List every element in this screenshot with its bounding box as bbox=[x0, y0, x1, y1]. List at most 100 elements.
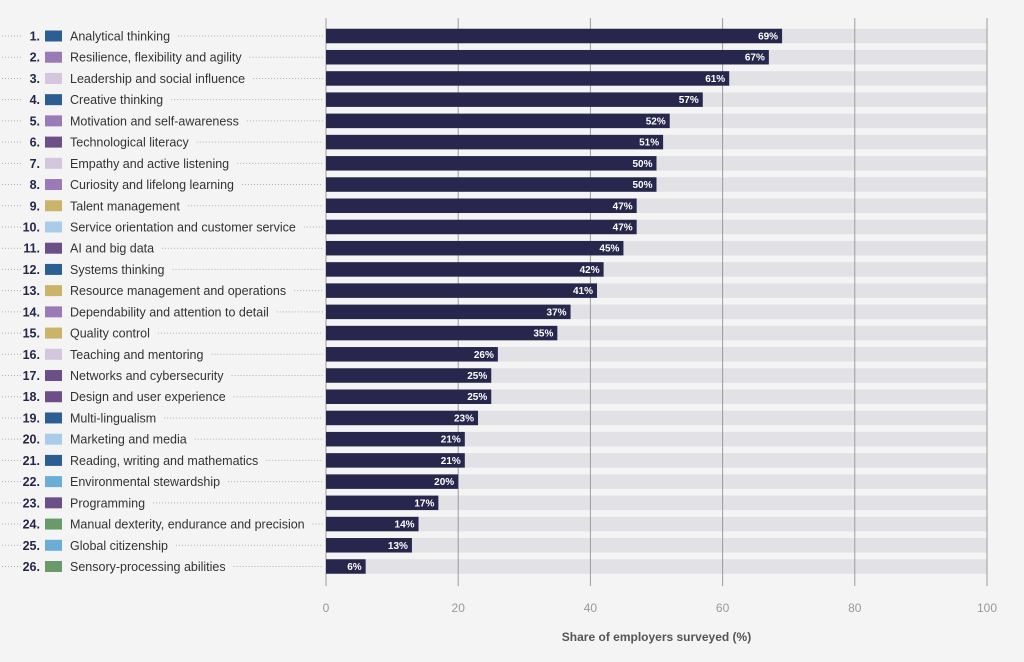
data-label: 50% bbox=[632, 180, 652, 191]
data-label: 13% bbox=[388, 541, 408, 552]
bar bbox=[326, 240, 624, 256]
bar bbox=[326, 71, 730, 86]
category-label: Reading, writing and mathematics bbox=[70, 454, 258, 468]
category-label: Technological literacy bbox=[70, 136, 190, 150]
category-swatch bbox=[45, 454, 62, 466]
category-swatch bbox=[45, 285, 62, 297]
category-swatch bbox=[45, 221, 62, 233]
bar bbox=[326, 92, 703, 107]
category-label: Empathy and active listening bbox=[70, 157, 229, 171]
rank-number: 13. bbox=[23, 284, 40, 298]
category-swatch bbox=[45, 157, 62, 169]
bar bbox=[326, 559, 366, 574]
bar bbox=[326, 538, 412, 553]
category-label: Environmental stewardship bbox=[70, 475, 220, 489]
rank-number: 21. bbox=[23, 454, 40, 468]
category-label: AI and big data bbox=[70, 242, 154, 256]
data-label: 41% bbox=[573, 286, 593, 297]
category-label: Curiosity and lifelong learning bbox=[70, 178, 234, 192]
category-swatch bbox=[45, 327, 62, 339]
data-label: 17% bbox=[414, 498, 434, 509]
bar bbox=[326, 134, 664, 150]
bar bbox=[326, 177, 657, 192]
category-swatch bbox=[45, 94, 62, 106]
bar-tracks bbox=[326, 28, 987, 574]
x-tick-label: 80 bbox=[848, 601, 862, 615]
category-label: Resource management and operations bbox=[70, 284, 286, 298]
category-label: Dependability and attention to detail bbox=[70, 305, 269, 319]
bar bbox=[326, 325, 558, 341]
category-swatch bbox=[45, 136, 62, 148]
rank-number: 15. bbox=[23, 327, 40, 341]
category-label: Multi-lingualism bbox=[70, 411, 156, 425]
category-label: Motivation and self-awareness bbox=[70, 114, 239, 128]
rank-number: 23. bbox=[23, 496, 40, 510]
category-swatch bbox=[45, 306, 62, 318]
data-label: 51% bbox=[639, 138, 659, 149]
rank-number: 5. bbox=[30, 114, 40, 128]
x-tick-label: 20 bbox=[452, 601, 466, 615]
bar bbox=[326, 495, 439, 511]
category-label: Analytical thinking bbox=[70, 30, 170, 44]
category-swatch bbox=[45, 518, 62, 530]
category-label: Talent management bbox=[70, 199, 180, 213]
category-label: Sensory-processing abilities bbox=[70, 560, 226, 574]
rank-number: 24. bbox=[23, 518, 40, 532]
data-label: 45% bbox=[599, 244, 619, 255]
bar-track bbox=[326, 453, 987, 468]
bar bbox=[326, 28, 783, 44]
category-swatch bbox=[45, 476, 62, 488]
category-label: Design and user experience bbox=[70, 390, 226, 404]
bar bbox=[326, 262, 604, 277]
category-swatch bbox=[45, 433, 62, 445]
bar bbox=[326, 347, 498, 362]
data-label: 20% bbox=[434, 477, 454, 488]
bar bbox=[326, 410, 479, 426]
bar-track bbox=[326, 559, 987, 574]
category-label: Marketing and media bbox=[70, 433, 187, 447]
category-label: Creative thinking bbox=[70, 93, 163, 107]
bar bbox=[326, 283, 598, 298]
bar bbox=[326, 453, 465, 468]
data-label: 25% bbox=[467, 392, 487, 403]
x-tick-label: 60 bbox=[716, 601, 730, 615]
bar-track bbox=[326, 474, 987, 489]
bar bbox=[326, 49, 769, 65]
data-label: 21% bbox=[441, 456, 461, 467]
category-label: Resilience, flexibility and agility bbox=[70, 51, 242, 65]
rank-number: 12. bbox=[23, 263, 40, 277]
category-label: Teaching and mentoring bbox=[70, 348, 203, 362]
rank-number: 3. bbox=[30, 72, 40, 86]
gridlines bbox=[325, 18, 988, 586]
category-labels: 1. Analytical thinking 2. Resilience, flexi… bbox=[2, 30, 323, 574]
category-swatch bbox=[45, 179, 62, 191]
category-label: Manual dexterity, endurance and precisio… bbox=[70, 518, 305, 532]
data-label: 35% bbox=[533, 329, 553, 340]
data-label: 67% bbox=[745, 53, 765, 64]
x-axis-title: Share of employers surveyed (%) bbox=[562, 630, 751, 644]
category-swatch bbox=[45, 412, 62, 424]
rank-number: 20. bbox=[23, 433, 40, 447]
data-label: 42% bbox=[580, 265, 600, 276]
data-label: 50% bbox=[632, 159, 652, 170]
data-label: 25% bbox=[467, 371, 487, 382]
data-label: 57% bbox=[679, 95, 699, 106]
rank-number: 19. bbox=[23, 411, 40, 425]
bar bbox=[326, 516, 419, 532]
data-label: 6% bbox=[347, 562, 362, 573]
rank-number: 9. bbox=[30, 199, 40, 213]
bar bbox=[326, 474, 459, 489]
data-label: 47% bbox=[613, 222, 633, 233]
rank-number: 26. bbox=[23, 560, 40, 574]
bar-track bbox=[326, 431, 987, 447]
bar bbox=[326, 219, 637, 235]
rank-number: 7. bbox=[30, 157, 40, 171]
bar bbox=[326, 198, 637, 214]
category-swatch bbox=[45, 51, 62, 63]
rank-number: 17. bbox=[23, 369, 40, 383]
category-swatch bbox=[45, 200, 62, 212]
category-label: Global citizenship bbox=[70, 539, 168, 553]
category-swatch bbox=[45, 391, 62, 403]
data-label: 14% bbox=[395, 520, 415, 531]
